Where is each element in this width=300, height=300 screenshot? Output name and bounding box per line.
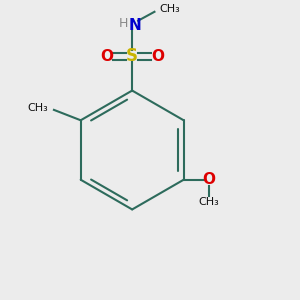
Text: O: O	[151, 49, 164, 64]
Text: H: H	[119, 17, 128, 30]
Text: CH₃: CH₃	[27, 103, 48, 113]
Text: N: N	[129, 18, 142, 33]
Text: S: S	[126, 47, 138, 65]
Text: O: O	[202, 172, 215, 187]
Text: O: O	[100, 49, 113, 64]
Text: CH₃: CH₃	[159, 4, 180, 14]
Text: CH₃: CH₃	[199, 197, 219, 207]
